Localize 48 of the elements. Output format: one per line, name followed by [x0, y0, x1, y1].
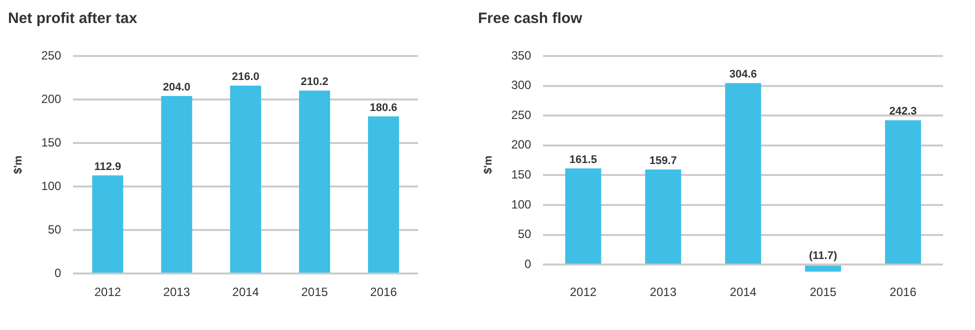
- bar: [299, 90, 330, 273]
- bar: [92, 175, 124, 273]
- bar: [805, 266, 842, 272]
- data-label: (11.7): [808, 250, 838, 262]
- x-tick-label: 2015: [301, 285, 328, 300]
- x-tick-label: 2012: [94, 285, 122, 300]
- bar: [161, 96, 192, 273]
- data-label: 210.2: [300, 76, 328, 88]
- data-label: 159.7: [649, 154, 677, 167]
- data-label: 204.0: [162, 82, 190, 94]
- y-tick-label: 350: [511, 48, 532, 62]
- y-tick-label: 50: [48, 222, 62, 236]
- chart-title: Free cash flow: [478, 10, 583, 28]
- bar: [368, 116, 400, 273]
- x-tick-label: 2012: [570, 285, 597, 300]
- data-label: 112.9: [94, 160, 122, 173]
- data-label: 161.5: [569, 154, 597, 166]
- x-tick-label: 2016: [890, 285, 917, 300]
- bar: [230, 86, 262, 273]
- y-tick-label: 100: [511, 197, 532, 212]
- chart-title: Net profit after tax: [8, 10, 138, 28]
- y-tick-label: 0: [524, 256, 532, 271]
- y-tick-label: 200: [511, 138, 532, 152]
- y-tick-label: 100: [41, 178, 62, 193]
- x-tick-label: 2013: [163, 285, 190, 300]
- x-tick-label: 2016: [370, 285, 398, 300]
- y-tick-label: 150: [41, 135, 62, 150]
- y-axis-title: $'m: [482, 155, 495, 174]
- bar: [885, 120, 922, 264]
- y-tick-label: 150: [511, 168, 532, 182]
- y-tick-label: 300: [511, 78, 532, 92]
- x-tick-label: 2013: [650, 285, 677, 300]
- data-label: 216.0: [232, 71, 260, 84]
- x-tick-label: 2014: [232, 285, 260, 300]
- bar: [725, 83, 762, 264]
- y-tick-label: 250: [41, 48, 62, 62]
- y-tick-label: 250: [511, 108, 532, 122]
- bar: [565, 168, 602, 264]
- y-tick-label: 200: [41, 92, 62, 106]
- bar: [645, 169, 682, 264]
- y-tick-label: 50: [518, 227, 532, 242]
- data-label: 304.6: [729, 68, 757, 81]
- data-label: 242.3: [889, 106, 917, 118]
- data-label: 180.6: [370, 102, 398, 114]
- y-axis-title: $'m: [12, 155, 25, 174]
- x-tick-label: 2015: [810, 285, 837, 300]
- y-tick-label: 0: [54, 266, 62, 280]
- x-tick-label: 2014: [730, 285, 757, 300]
